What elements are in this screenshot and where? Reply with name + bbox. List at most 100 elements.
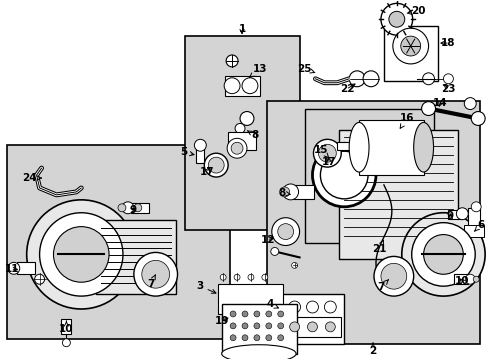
Bar: [96, 220, 175, 294]
Circle shape: [220, 274, 225, 280]
Circle shape: [265, 311, 271, 317]
Circle shape: [277, 311, 283, 317]
Circle shape: [253, 335, 259, 341]
Circle shape: [226, 138, 246, 158]
Bar: [339, 130, 457, 260]
Text: 9: 9: [129, 205, 136, 215]
Text: 7: 7: [376, 280, 387, 292]
Bar: [358, 121, 423, 175]
Circle shape: [242, 323, 247, 329]
Circle shape: [224, 78, 240, 94]
Circle shape: [470, 112, 484, 125]
Circle shape: [401, 213, 484, 296]
Text: 1: 1: [238, 24, 245, 34]
Bar: [453, 274, 468, 284]
Circle shape: [388, 11, 404, 27]
Text: 3: 3: [196, 281, 216, 293]
Circle shape: [240, 112, 253, 125]
Text: 20: 20: [407, 6, 425, 16]
Circle shape: [234, 274, 240, 280]
Circle shape: [463, 98, 475, 109]
Circle shape: [282, 184, 298, 200]
Circle shape: [265, 323, 271, 329]
Text: 5: 5: [180, 147, 194, 157]
Circle shape: [421, 102, 435, 116]
Circle shape: [242, 335, 247, 341]
Text: 9: 9: [446, 211, 453, 221]
Circle shape: [380, 264, 406, 289]
Text: 25: 25: [297, 64, 314, 74]
Text: 18: 18: [440, 38, 455, 48]
Text: 10: 10: [59, 321, 74, 334]
Text: 23: 23: [440, 84, 455, 94]
Circle shape: [27, 200, 136, 309]
Circle shape: [443, 74, 452, 84]
Circle shape: [204, 153, 228, 177]
Circle shape: [348, 71, 365, 87]
Circle shape: [277, 323, 283, 329]
Circle shape: [373, 256, 413, 296]
Circle shape: [470, 202, 480, 212]
Text: 19: 19: [215, 316, 229, 326]
Bar: [292, 185, 314, 199]
Circle shape: [235, 123, 244, 133]
Text: 7: 7: [147, 275, 155, 289]
Circle shape: [231, 142, 243, 154]
Circle shape: [312, 143, 375, 207]
Circle shape: [230, 335, 236, 341]
Text: 17: 17: [322, 157, 336, 167]
Circle shape: [270, 247, 278, 255]
Bar: [185, 36, 299, 230]
Circle shape: [400, 36, 420, 56]
Circle shape: [423, 235, 462, 274]
Circle shape: [325, 322, 335, 332]
Circle shape: [53, 227, 109, 282]
Bar: [17, 262, 35, 274]
Circle shape: [455, 208, 468, 220]
Circle shape: [320, 151, 367, 199]
Bar: [279, 294, 344, 344]
Circle shape: [289, 322, 299, 332]
Bar: [7, 145, 230, 339]
Circle shape: [35, 274, 44, 284]
Circle shape: [122, 202, 134, 214]
Circle shape: [411, 223, 474, 286]
Text: 12: 12: [260, 234, 275, 244]
Bar: [228, 132, 255, 150]
Circle shape: [380, 3, 412, 35]
Bar: [222, 304, 296, 354]
Circle shape: [277, 224, 293, 239]
Bar: [468, 208, 479, 226]
Text: 21: 21: [371, 240, 386, 255]
Text: 4: 4: [265, 299, 278, 309]
Circle shape: [262, 274, 267, 280]
Circle shape: [318, 144, 336, 162]
Circle shape: [313, 139, 341, 167]
Circle shape: [277, 335, 283, 341]
Circle shape: [230, 323, 236, 329]
Text: 22: 22: [339, 84, 354, 94]
Text: 14: 14: [432, 98, 447, 108]
Circle shape: [242, 311, 247, 317]
Circle shape: [247, 274, 253, 280]
Bar: [304, 109, 433, 243]
Circle shape: [392, 28, 427, 64]
Circle shape: [306, 301, 318, 313]
Circle shape: [8, 262, 20, 274]
Circle shape: [253, 311, 259, 317]
Circle shape: [62, 339, 70, 347]
Text: 2: 2: [368, 343, 376, 356]
Circle shape: [253, 323, 259, 329]
Circle shape: [194, 139, 206, 151]
Circle shape: [271, 218, 299, 246]
Text: 17: 17: [200, 167, 214, 177]
Circle shape: [242, 78, 257, 94]
Circle shape: [324, 301, 336, 313]
Circle shape: [279, 187, 289, 197]
Text: 8: 8: [278, 188, 290, 198]
Circle shape: [464, 274, 474, 284]
Circle shape: [288, 301, 300, 313]
Text: 15: 15: [313, 145, 328, 158]
Circle shape: [118, 204, 126, 212]
Circle shape: [134, 204, 142, 212]
